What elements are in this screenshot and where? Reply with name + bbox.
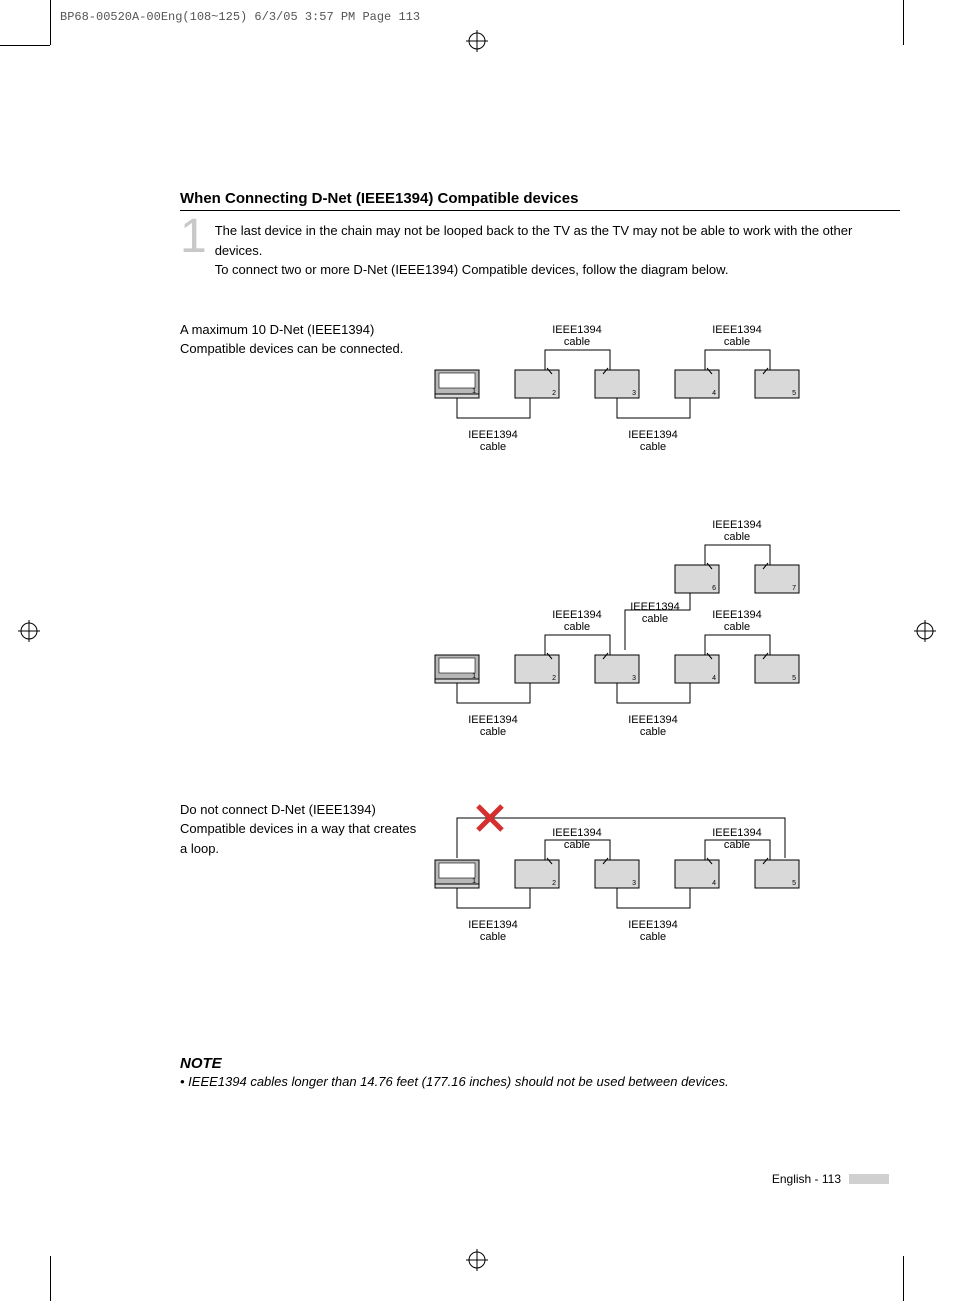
diagram-1-svg: 1 2 3 4 5 IEEE1394cable IEEE1394cable IE… [430, 320, 900, 465]
svg-text:IEEE1394cable: IEEE1394cable [712, 519, 762, 543]
svg-text:4: 4 [712, 880, 716, 887]
svg-text:IEEE1394cable: IEEE1394cable [468, 429, 518, 453]
device-box: 5 [755, 860, 799, 888]
svg-text:IEEE1394cable: IEEE1394cable [712, 324, 762, 348]
tv-icon: 1 [435, 655, 479, 683]
diagram-1-text: A maximum 10 D-Net (IEEE1394) Compatible… [180, 320, 430, 359]
diagram-3: Do not connect D-Net (IEEE1394) Compatib… [180, 800, 900, 965]
svg-text:IEEE1394cable: IEEE1394cable [552, 609, 602, 633]
svg-text:3: 3 [632, 675, 636, 682]
device-box: 4 [675, 655, 719, 683]
svg-text:IEEE1394cable: IEEE1394cable [630, 601, 680, 625]
diagram-3-svg: 1 2 3 4 5 IEEE1394cable IEEE1394cable IE… [430, 800, 900, 965]
footer-bar-icon [849, 1174, 889, 1184]
svg-text:7: 7 [792, 585, 796, 592]
svg-text:6: 6 [712, 585, 716, 592]
svg-text:IEEE1394cable: IEEE1394cable [712, 609, 762, 633]
svg-text:5: 5 [792, 390, 796, 397]
svg-text:5: 5 [792, 675, 796, 682]
diagram-3-text: Do not connect D-Net (IEEE1394) Compatib… [180, 800, 430, 859]
svg-text:IEEE1394cable: IEEE1394cable [628, 919, 678, 943]
device-box: 6 [675, 565, 719, 593]
device-box: 2 [515, 860, 559, 888]
svg-text:2: 2 [552, 390, 556, 397]
device-box: 7 [755, 565, 799, 593]
device-box: 3 [595, 860, 639, 888]
tv-icon: 1 [435, 370, 479, 398]
svg-text:IEEE1394cable: IEEE1394cable [552, 324, 602, 348]
device-box: 4 [675, 860, 719, 888]
svg-text:IEEE1394cable: IEEE1394cable [552, 827, 602, 851]
svg-text:1: 1 [472, 673, 476, 680]
device-box: 3 [595, 655, 639, 683]
crop-mark [903, 0, 904, 45]
print-header: BP68-00520A-00Eng(108~125) 6/3/05 3:57 P… [60, 10, 420, 24]
device-box: 3 [595, 370, 639, 398]
device-box: 5 [755, 370, 799, 398]
footer-text: English - 113 [772, 1172, 841, 1186]
svg-text:4: 4 [712, 675, 716, 682]
registration-mark-icon [466, 1249, 488, 1271]
svg-text:5: 5 [792, 880, 796, 887]
diagram-1: A maximum 10 D-Net (IEEE1394) Compatible… [180, 320, 900, 465]
svg-text:1: 1 [472, 878, 476, 885]
registration-mark-icon [914, 620, 936, 642]
step-line-1: The last device in the chain may not be … [215, 223, 853, 258]
step-block: 1 The last device in the chain may not b… [180, 221, 900, 280]
svg-text:2: 2 [552, 880, 556, 887]
crop-mark [0, 45, 50, 46]
note-title: NOTE [180, 1055, 900, 1072]
svg-text:IEEE1394cable: IEEE1394cable [628, 429, 678, 453]
section-title: When Connecting D-Net (IEEE1394) Compati… [180, 190, 900, 211]
step-number: 1 [180, 213, 207, 261]
registration-mark-icon [18, 620, 40, 642]
note-body: • IEEE1394 cables longer than 14.76 feet… [180, 1074, 900, 1089]
device-number: 1 [472, 388, 476, 395]
diagram-2: 6 7 IEEE1394cable IEEE1394cable 1 2 3 4 [180, 515, 900, 750]
svg-text:IEEE1394cable: IEEE1394cable [468, 714, 518, 738]
crop-mark [50, 0, 51, 45]
svg-text:2: 2 [552, 675, 556, 682]
svg-text:4: 4 [712, 390, 716, 397]
device-box: 2 [515, 655, 559, 683]
svg-text:3: 3 [632, 880, 636, 887]
svg-text:3: 3 [632, 390, 636, 397]
step-text: The last device in the chain may not be … [215, 221, 900, 280]
crop-mark [50, 1256, 51, 1301]
note-block: NOTE • IEEE1394 cables longer than 14.76… [180, 1055, 900, 1089]
svg-text:IEEE1394cable: IEEE1394cable [468, 919, 518, 943]
svg-text:IEEE1394cable: IEEE1394cable [628, 714, 678, 738]
registration-mark-icon [466, 30, 488, 52]
tv-icon: 1 [435, 860, 479, 888]
device-box: 2 [515, 370, 559, 398]
page-footer: English - 113 [772, 1172, 889, 1186]
device-box: 5 [755, 655, 799, 683]
diagram-2-svg: 6 7 IEEE1394cable IEEE1394cable 1 2 3 4 [430, 515, 900, 750]
crop-mark [903, 1256, 904, 1301]
svg-text:IEEE1394cable: IEEE1394cable [712, 827, 762, 851]
page-content: When Connecting D-Net (IEEE1394) Compati… [180, 190, 900, 1089]
device-box: 4 [675, 370, 719, 398]
step-line-2: To connect two or more D-Net (IEEE1394) … [215, 262, 729, 277]
